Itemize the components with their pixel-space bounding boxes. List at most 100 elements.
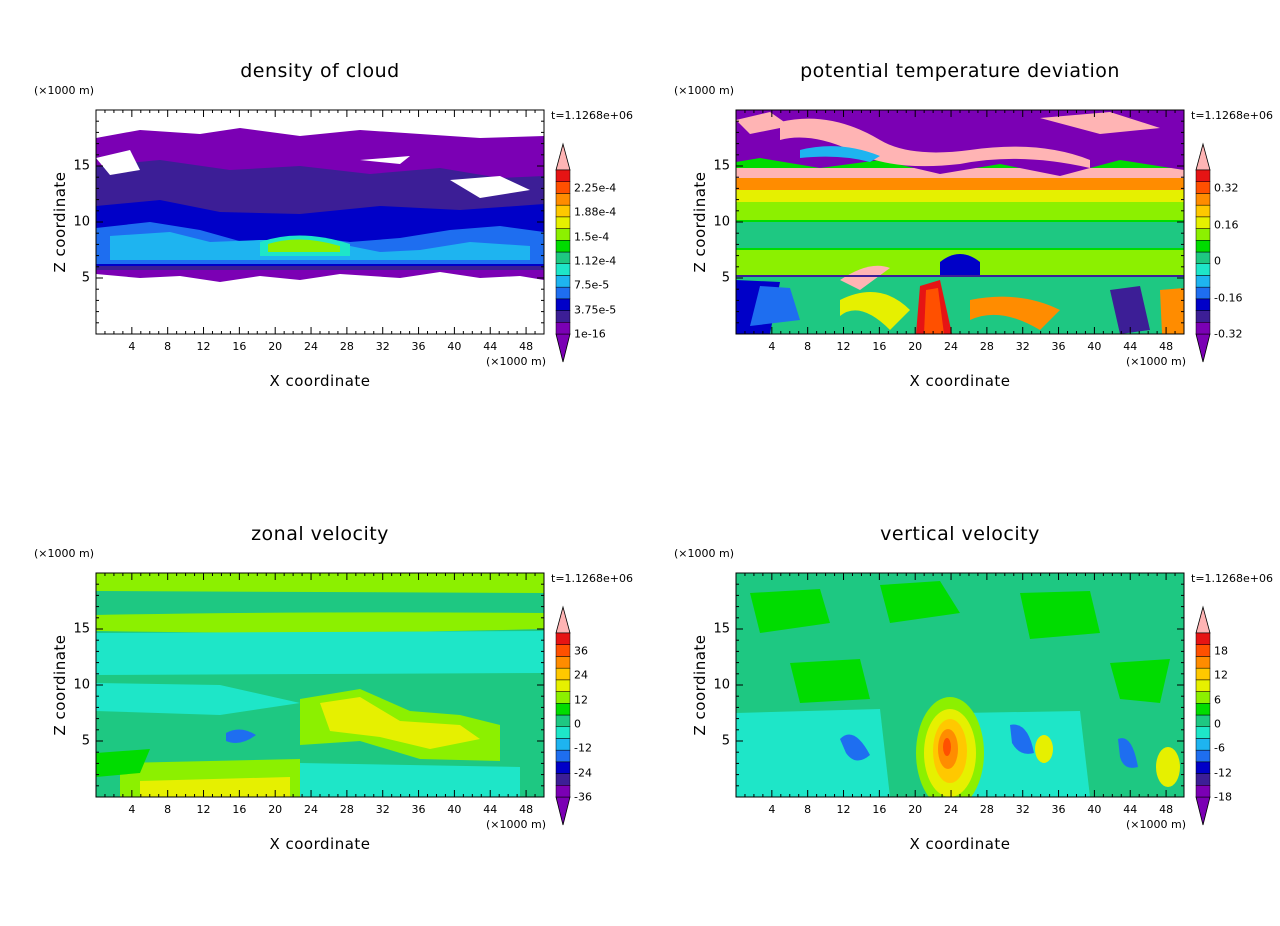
x-tick-label: 16: [232, 340, 247, 353]
plot-svg: [95, 109, 571, 363]
colorbar-label: 12: [1214, 668, 1228, 682]
field-vertical-velocity: [736, 573, 1184, 797]
x-axis-label: X coordinate: [909, 372, 1011, 390]
x-tick-label: 36: [411, 803, 426, 816]
time-label: t=1.1268e+06: [551, 572, 634, 585]
y-tick-label: 10: [73, 214, 90, 230]
y-unit-label: (×1000 m): [34, 547, 95, 560]
chart-title: density of cloud: [240, 60, 400, 82]
colorbar-label: 1e-16: [574, 327, 606, 341]
x-tick-marks: [104, 573, 536, 797]
y-tick-label: 5: [81, 270, 90, 286]
x-tick-label: 8: [804, 803, 812, 816]
colorbar-label: -12: [574, 741, 592, 755]
colorbar-label: -18: [1214, 790, 1232, 804]
colorbar-step: [1195, 785, 1211, 798]
x-tick-label: 32: [375, 803, 390, 816]
panel-potential-temperature-deviation: potential temperature deviation (×1000 m…: [640, 0, 1280, 463]
colorbar-label: -24: [574, 766, 592, 780]
x-tick-label: 16: [872, 340, 887, 353]
x-tick-label: 28: [979, 803, 994, 816]
y-tick-label: 5: [721, 270, 730, 286]
colorbar-label: 24: [574, 668, 588, 682]
x-axis-label: X coordinate: [269, 835, 371, 853]
colorbar-label: -6: [1214, 741, 1225, 755]
field-zonal-velocity: [96, 573, 544, 797]
colorbar-step: [1195, 181, 1211, 194]
x-tick-label: 12: [836, 340, 851, 353]
y-unit-label: (×1000 m): [34, 84, 95, 97]
colorbar-label: -36: [574, 790, 592, 804]
x-tick-label: 20: [268, 803, 283, 816]
x-tick-label: 20: [908, 803, 923, 816]
colorbar-step: [1195, 773, 1211, 786]
x-tick-label: 40: [447, 340, 462, 353]
plot-svg: [95, 572, 571, 826]
colorbar-step: [1195, 228, 1211, 241]
colorbar-label: 0: [574, 717, 581, 731]
colorbar-high-cap: [555, 142, 571, 171]
colorbar-step: [555, 714, 571, 727]
x-tick-label: 36: [1051, 803, 1066, 816]
x-tick-label: 48: [519, 340, 534, 353]
x-axis-label: X coordinate: [909, 835, 1011, 853]
colorbar-label: 6: [1214, 693, 1221, 707]
x-tick-label: 4: [128, 340, 136, 353]
x-tick-label: 4: [768, 340, 776, 353]
colorbar-step: [1195, 263, 1211, 276]
y-tick-label: 10: [713, 214, 730, 230]
x-tick-label: 48: [1159, 803, 1174, 816]
x-tick-marks: [744, 110, 1176, 334]
colorbar-step: [555, 738, 571, 751]
colorbar-step: [1195, 656, 1211, 669]
colorbar-label: 1.88e-4: [574, 205, 617, 219]
colorbar-step: [1195, 216, 1211, 229]
colorbar-low-cap: [1195, 796, 1211, 826]
y-axis-label: Z coordinate: [51, 171, 69, 273]
colorbar-step: [555, 181, 571, 194]
colorbar-step: [1195, 240, 1211, 253]
x-tick-label: 8: [164, 803, 172, 816]
x-tick-label: 24: [944, 340, 959, 353]
x-tick-label: 16: [232, 803, 247, 816]
colorbar-step: [1195, 632, 1211, 645]
colorbar-label: 3.75e-5: [574, 303, 617, 317]
x-tick-label: 48: [1159, 340, 1174, 353]
colorbar-step: [555, 644, 571, 657]
x-tick-label: 44: [1123, 803, 1138, 816]
colorbar-label: 1.5e-4: [574, 230, 610, 244]
colorbar-step: [555, 298, 571, 311]
x-tick-label: 32: [375, 340, 390, 353]
x-tick-label: 28: [339, 340, 354, 353]
colorbar-step: [555, 240, 571, 253]
x-tick-label: 44: [1123, 340, 1138, 353]
chart-title: zonal velocity: [251, 523, 389, 545]
colorbar-step: [555, 275, 571, 288]
time-label: t=1.1268e+06: [1191, 572, 1274, 585]
colorbar-step: [555, 193, 571, 206]
x-tick-marks: [104, 110, 536, 334]
panel-vertical-velocity: vertical velocity (×1000 m) t=1.1268e+06…: [640, 463, 1280, 926]
colorbar-step: [1195, 749, 1211, 763]
colorbar-step: [555, 216, 571, 229]
x-tick-label: 36: [411, 340, 426, 353]
colorbar-step: [555, 749, 571, 763]
colorbar-step: [555, 691, 571, 704]
colorbar-step: [555, 263, 571, 276]
y-tick-label: 10: [713, 677, 730, 693]
y-tick-label: 5: [721, 733, 730, 749]
colorbar-label: 1.12e-4: [574, 254, 617, 268]
x-tick-label: 16: [872, 803, 887, 816]
x-tick-label: 48: [519, 803, 534, 816]
colorbar-step: [1195, 644, 1211, 657]
chart-title: potential temperature deviation: [800, 60, 1120, 82]
panel-density-of-cloud: density of cloud (×1000 m) t=1.1268e+06 …: [0, 0, 640, 463]
colorbar: [555, 142, 571, 363]
colorbar-step: [1195, 322, 1211, 335]
y-unit-label: (×1000 m): [674, 547, 735, 560]
colorbar-step: [1195, 726, 1211, 739]
colorbar: [1195, 142, 1211, 363]
colorbar-step: [555, 169, 571, 182]
x-tick-label: 40: [1087, 340, 1102, 353]
x-tick-label: 8: [164, 340, 172, 353]
